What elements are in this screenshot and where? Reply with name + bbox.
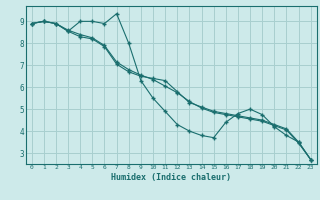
X-axis label: Humidex (Indice chaleur): Humidex (Indice chaleur) <box>111 173 231 182</box>
